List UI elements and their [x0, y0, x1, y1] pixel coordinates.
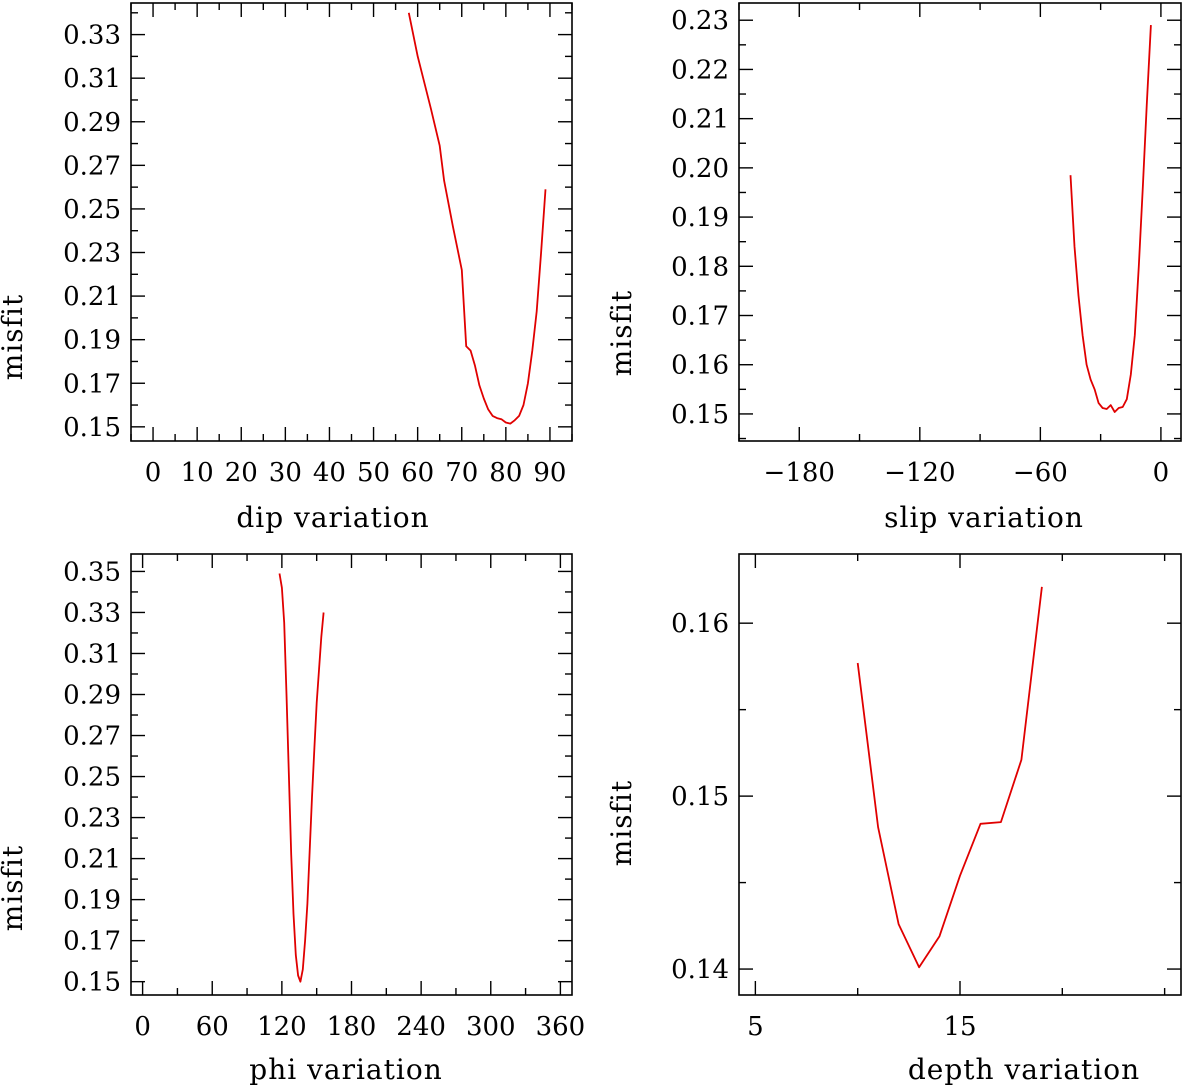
phi-y-tick-label: 0.15 — [63, 968, 121, 998]
slip-axes-frame — [738, 2, 1182, 442]
phi-y-tick-label: 0.19 — [63, 886, 121, 916]
phi-x-axis-label: phi variation — [249, 1053, 442, 1086]
dip-x-tick-label: 40 — [313, 458, 346, 488]
dip-x-tick-label: 0 — [145, 458, 162, 488]
depth-y-tick-label: 0.16 — [671, 609, 729, 639]
dip-y-tick-label: 0.25 — [63, 195, 121, 225]
dip-x-tick-label: 30 — [269, 458, 302, 488]
depth-axes-frame — [738, 553, 1182, 996]
dip-y-tick-label: 0.31 — [63, 64, 121, 94]
dip-x-tick-label: 80 — [489, 458, 522, 488]
dip-y-tick-label: 0.29 — [63, 108, 121, 138]
slip-x-tick-label: −60 — [1013, 458, 1068, 488]
slip-y-axis-label: misfit — [605, 290, 638, 376]
depth-plot: 5 15 0.14 0.15 0.16 depth variation misfit — [605, 553, 1182, 1086]
phi-misfit-series-line — [278, 573, 325, 983]
dip-plot: 0 10 20 30 40 50 60 70 80 90 0.15 0.17 0.19 0.21 0.23 0… — [0, 2, 573, 534]
slip-y-tick-label: 0.18 — [671, 252, 729, 282]
slip-misfit-series-line — [1069, 25, 1152, 413]
dip-y-tick-label: 0.19 — [63, 326, 121, 356]
dip-x-tick-label: 20 — [225, 458, 258, 488]
depth-y-tick-label: 0.15 — [671, 782, 729, 812]
phi-axes-frame — [130, 553, 573, 996]
slip-y-tick-label: 0.17 — [671, 302, 729, 332]
slip-y-tick-label: 0.22 — [671, 55, 729, 85]
dip-x-tick-label: 90 — [533, 458, 566, 488]
slip-y-tick-label: 0.16 — [671, 351, 729, 381]
phi-y-tick-label: 0.17 — [63, 927, 121, 957]
dip-y-tick-label: 0.21 — [63, 282, 121, 312]
phi-x-tick-label: 300 — [466, 1012, 516, 1042]
phi-x-tick-label: 0 — [134, 1012, 151, 1042]
slip-y-tick-label: 0.19 — [671, 203, 729, 233]
dip-axes-frame — [130, 2, 573, 442]
dip-y-axis-label: misfit — [0, 294, 29, 380]
slip-y-tick-label: 0.21 — [671, 105, 729, 135]
phi-x-tick-label: 180 — [327, 1012, 377, 1042]
dip-y-tick-label: 0.15 — [63, 413, 121, 443]
phi-y-axis-label: misfit — [0, 845, 29, 931]
phi-plot: 0 60 120 180 240 300 360 0.15 0.17 0.19 0.21 0.23 0.… — [0, 553, 586, 1086]
dip-misfit-series-line — [407, 12, 547, 425]
dip-y-tick-label: 0.23 — [63, 239, 121, 269]
phi-y-tick-label: 0.21 — [63, 845, 121, 875]
dip-x-tick-label: 10 — [181, 458, 214, 488]
dip-x-tick-label: 70 — [445, 458, 478, 488]
slip-y-tick-label: 0.23 — [671, 6, 729, 36]
slip-x-axis-label: slip variation — [884, 501, 1084, 534]
slip-x-tick-label: 0 — [1153, 458, 1170, 488]
depth-misfit-series-line — [856, 586, 1043, 969]
phi-y-tick-label: 0.35 — [63, 557, 121, 587]
dip-y-tick-label: 0.17 — [63, 369, 121, 399]
dip-x-tick-label: 60 — [401, 458, 434, 488]
dip-y-tick-label: 0.27 — [63, 151, 121, 181]
dip-x-axis-label: dip variation — [236, 501, 429, 534]
phi-x-tick-label: 240 — [396, 1012, 446, 1042]
phi-y-tick-label: 0.25 — [63, 763, 121, 793]
slip-x-tick-label: −180 — [764, 458, 835, 488]
phi-y-tick-label: 0.27 — [63, 722, 121, 752]
slip-y-tick-label: 0.20 — [671, 154, 729, 184]
phi-y-tick-label: 0.31 — [63, 639, 121, 669]
phi-x-tick-label: 360 — [536, 1012, 586, 1042]
slip-x-tick-label: −120 — [884, 458, 955, 488]
depth-y-tick-label: 0.14 — [671, 955, 729, 985]
depth-y-axis-label: misfit — [605, 780, 638, 866]
phi-y-tick-label: 0.29 — [63, 681, 121, 711]
phi-y-tick-label: 0.23 — [63, 804, 121, 834]
depth-x-tick-label: 15 — [943, 1012, 976, 1042]
slip-y-tick-label: 0.15 — [671, 400, 729, 430]
depth-x-tick-label: 5 — [747, 1012, 764, 1042]
slip-plot: −180 −120 −60 0 0.15 0.16 0.17 0.18 0.19 0.20 0.21… — [605, 2, 1182, 534]
depth-x-axis-label: depth variation — [908, 1053, 1140, 1086]
dip-x-tick-label: 50 — [357, 458, 390, 488]
phi-x-tick-label: 120 — [257, 1012, 307, 1042]
dip-y-tick-label: 0.33 — [63, 21, 121, 51]
phi-x-tick-label: 60 — [196, 1012, 229, 1042]
phi-y-tick-label: 0.33 — [63, 598, 121, 628]
